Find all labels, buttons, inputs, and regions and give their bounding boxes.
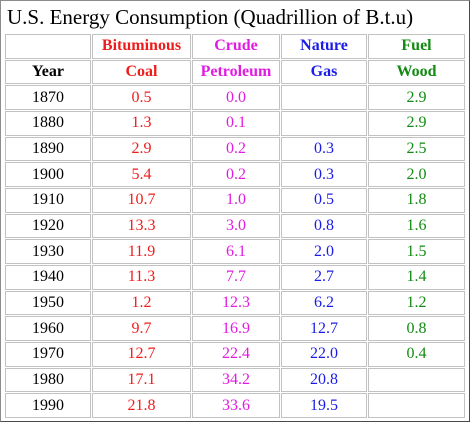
- cell-wood: [368, 393, 465, 418]
- header-bottom-wood: Wood: [368, 59, 465, 85]
- cell-year: 1980: [5, 367, 91, 393]
- cell-gas: 0.5: [281, 187, 367, 213]
- cell-coal: 2.9: [92, 136, 191, 162]
- cell-crude: 34.2: [192, 367, 280, 393]
- cell-crude: 33.6: [192, 393, 280, 418]
- cell-gas: 19.5: [281, 393, 367, 418]
- table-row: 1990 21.8 33.6 19.5: [5, 393, 465, 418]
- cell-crude: 0.2: [192, 162, 280, 187]
- header-top-gas: Nature: [281, 34, 367, 59]
- header-top-year: [5, 34, 91, 59]
- cell-wood: 2.9: [368, 85, 465, 110]
- cell-crude: 1.0: [192, 187, 280, 213]
- cell-gas: 0.3: [281, 136, 367, 162]
- cell-gas: 12.7: [281, 316, 367, 341]
- cell-crude: 7.7: [192, 264, 280, 290]
- cell-gas: [281, 85, 367, 110]
- cell-crude: 0.2: [192, 136, 280, 162]
- cell-wood: [368, 367, 465, 393]
- cell-wood: 0.8: [368, 316, 465, 341]
- cell-wood: 2.0: [368, 162, 465, 187]
- cell-coal: 0.5: [92, 85, 191, 110]
- cell-year: 1970: [5, 341, 91, 367]
- cell-gas: 22.0: [281, 341, 367, 367]
- cell-year: 1890: [5, 136, 91, 162]
- cell-wood: 2.9: [368, 110, 465, 136]
- header-row-bottom: Year Coal Petroleum Gas Wood: [5, 59, 465, 85]
- table-row: 1960 9.7 16.9 12.7 0.8: [5, 316, 465, 341]
- table-row: 1940 11.3 7.7 2.7 1.4: [5, 264, 465, 290]
- cell-year: 1990: [5, 393, 91, 418]
- cell-crude: 0.0: [192, 85, 280, 110]
- table-row: 1950 1.2 12.3 6.2 1.2: [5, 290, 465, 316]
- table-row: 1870 0.5 0.0 2.9: [5, 85, 465, 110]
- header-bottom-crude: Petroleum: [192, 59, 280, 85]
- chart-title: U.S. Energy Consumption (Quadrillion of …: [7, 5, 414, 29]
- cell-wood: 2.5: [368, 136, 465, 162]
- table-row: 1910 10.7 1.0 0.5 1.8: [5, 187, 465, 213]
- cell-wood: 0.4: [368, 341, 465, 367]
- cell-coal: 5.4: [92, 162, 191, 187]
- cell-crude: 0.1: [192, 110, 280, 136]
- cell-year: 1900: [5, 162, 91, 187]
- cell-gas: 2.7: [281, 264, 367, 290]
- cell-crude: 6.1: [192, 239, 280, 264]
- header-top-coal: Bituminous: [92, 34, 191, 59]
- header-top-wood: Fuel: [368, 34, 465, 59]
- cell-crude: 3.0: [192, 213, 280, 239]
- cell-year: 1870: [5, 85, 91, 110]
- cell-gas: 0.8: [281, 213, 367, 239]
- cell-coal: 1.3: [92, 110, 191, 136]
- cell-wood: 1.6: [368, 213, 465, 239]
- cell-year: 1960: [5, 316, 91, 341]
- cell-coal: 11.3: [92, 264, 191, 290]
- cell-gas: [281, 110, 367, 136]
- header-bottom-gas: Gas: [281, 59, 367, 85]
- header-row-top: Bituminous Crude Nature Fuel: [5, 34, 465, 59]
- cell-crude: 16.9: [192, 316, 280, 341]
- cell-year: 1930: [5, 239, 91, 264]
- cell-coal: 17.1: [92, 367, 191, 393]
- table-row: 1920 13.3 3.0 0.8 1.6: [5, 213, 465, 239]
- table-row: 1970 12.7 22.4 22.0 0.4: [5, 341, 465, 367]
- header-bottom-year: Year: [5, 59, 91, 85]
- cell-gas: 6.2: [281, 290, 367, 316]
- header-bottom-coal: Coal: [92, 59, 191, 85]
- cell-coal: 9.7: [92, 316, 191, 341]
- cell-wood: 1.5: [368, 239, 465, 264]
- table-row: 1880 1.3 0.1 2.9: [5, 110, 465, 136]
- table-row: 1930 11.9 6.1 2.0 1.5: [5, 239, 465, 264]
- cell-coal: 12.7: [92, 341, 191, 367]
- cell-crude: 12.3: [192, 290, 280, 316]
- cell-year: 1880: [5, 110, 91, 136]
- energy-table: Bituminous Crude Nature Fuel Year Coal Petrole…: [4, 33, 466, 419]
- cell-wood: 1.2: [368, 290, 465, 316]
- cell-crude: 22.4: [192, 341, 280, 367]
- cell-year: 1940: [5, 264, 91, 290]
- cell-coal: 13.3: [92, 213, 191, 239]
- cell-gas: 20.8: [281, 367, 367, 393]
- table-row: 1980 17.1 34.2 20.8: [5, 367, 465, 393]
- cell-coal: 10.7: [92, 187, 191, 213]
- cell-year: 1950: [5, 290, 91, 316]
- cell-year: 1910: [5, 187, 91, 213]
- cell-coal: 21.8: [92, 393, 191, 418]
- cell-year: 1920: [5, 213, 91, 239]
- cell-gas: 0.3: [281, 162, 367, 187]
- table-row: 1890 2.9 0.2 0.3 2.5: [5, 136, 465, 162]
- cell-wood: 1.4: [368, 264, 465, 290]
- header-top-crude: Crude: [192, 34, 280, 59]
- table-row: 1900 5.4 0.2 0.3 2.0: [5, 162, 465, 187]
- cell-gas: 2.0: [281, 239, 367, 264]
- cell-coal: 11.9: [92, 239, 191, 264]
- cell-coal: 1.2: [92, 290, 191, 316]
- cell-wood: 1.8: [368, 187, 465, 213]
